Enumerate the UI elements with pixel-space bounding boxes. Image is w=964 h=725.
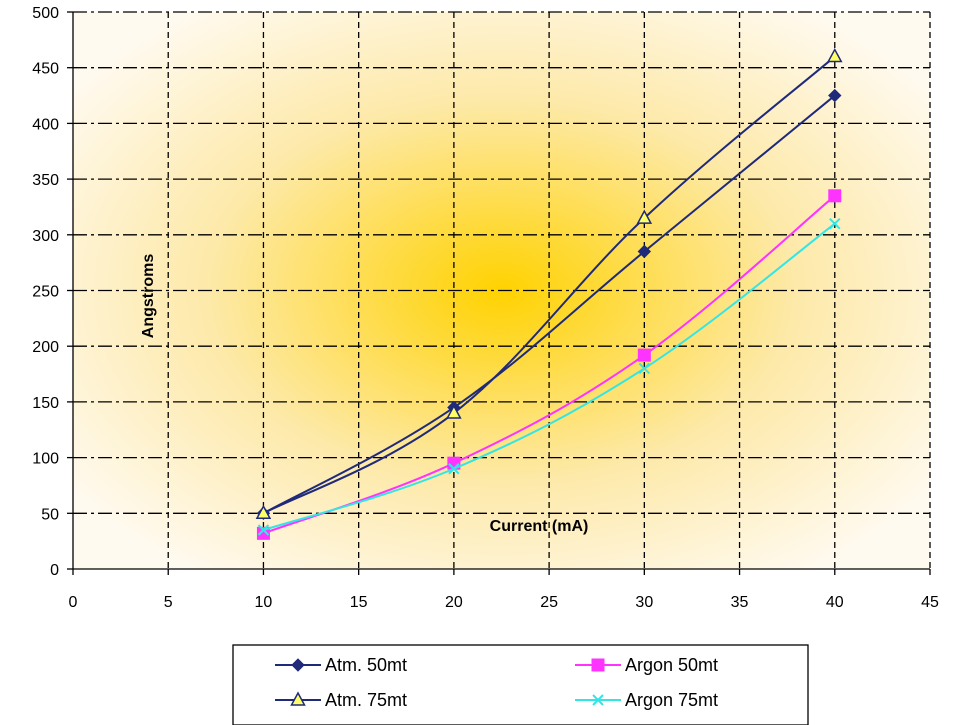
x-tick-label: 0 <box>69 594 78 611</box>
y-tick-label: 350 <box>32 172 59 189</box>
data-point-square <box>828 189 842 203</box>
data-point-triangle <box>255 504 272 520</box>
data-point-diamond <box>637 244 652 259</box>
data-point-diamond <box>828 88 842 103</box>
y-axis-title: Angstroms <box>140 254 157 339</box>
data-point-triangle <box>636 209 653 224</box>
x-tick-label: 30 <box>635 594 653 611</box>
data-point-square <box>256 526 270 540</box>
y-tick-label: 150 <box>32 395 59 412</box>
legend-item: Atm. 50mt <box>275 655 407 675</box>
x-tick-label: 25 <box>540 594 558 611</box>
series-argon-75mt <box>257 217 841 536</box>
legend-item: Argon 50mt <box>575 655 718 675</box>
data-point-x <box>448 463 460 475</box>
data-point-x <box>592 694 604 706</box>
x-tick-label: 20 <box>445 594 463 611</box>
legend-item: Argon 75mt <box>575 690 718 710</box>
series-atm-75mt <box>255 47 843 520</box>
x-axis-title: Current (mA) <box>490 518 589 535</box>
data-point-x <box>257 524 270 536</box>
data-point-triangle <box>446 404 462 419</box>
legend-label: Atm. 75mt <box>325 690 407 710</box>
y-tick-label: 100 <box>32 451 59 468</box>
legend-label: Atm. 50mt <box>325 655 407 675</box>
legend-label: Argon 50mt <box>625 655 718 675</box>
grid <box>73 11 931 569</box>
x-tick-label: 35 <box>731 594 749 611</box>
data-point-square <box>637 348 651 362</box>
data-point-triangle <box>290 691 306 706</box>
legend: Atm. 50mt Argon 50mt Atm. 75mt Argon 75mt <box>232 644 809 725</box>
y-tick-label: 300 <box>32 228 59 245</box>
y-tick-label: 450 <box>32 61 59 78</box>
legend-label: Argon 75mt <box>625 690 718 710</box>
legend-box <box>232 644 809 725</box>
series-line <box>263 222 836 531</box>
y-tick-label: 250 <box>32 284 59 301</box>
data-point-square <box>591 658 605 672</box>
y-tick-label: 400 <box>32 116 59 133</box>
legend-item: Atm. 75mt <box>275 690 407 710</box>
series-line <box>262 55 836 515</box>
x-tick-label: 5 <box>164 594 173 611</box>
x-tick-label: 45 <box>921 594 939 611</box>
y-tick-label: 50 <box>41 506 59 523</box>
y-tick-label: 200 <box>32 339 59 356</box>
x-tick-label: 10 <box>255 594 273 611</box>
x-tick-label: 40 <box>826 594 844 611</box>
data-point-x <box>638 362 651 375</box>
axes: 0 5 10 15 20 25 30 35 40 450501001502002503003504… <box>32 5 939 611</box>
data-point-diamond <box>291 658 305 672</box>
data-point-triangle <box>827 47 843 63</box>
data-point-x <box>829 217 841 230</box>
y-tick-label: 0 <box>50 562 59 579</box>
y-tick-label: 500 <box>32 5 59 22</box>
x-tick-label: 15 <box>350 594 368 611</box>
series-line <box>262 94 836 515</box>
series-group <box>255 47 843 540</box>
